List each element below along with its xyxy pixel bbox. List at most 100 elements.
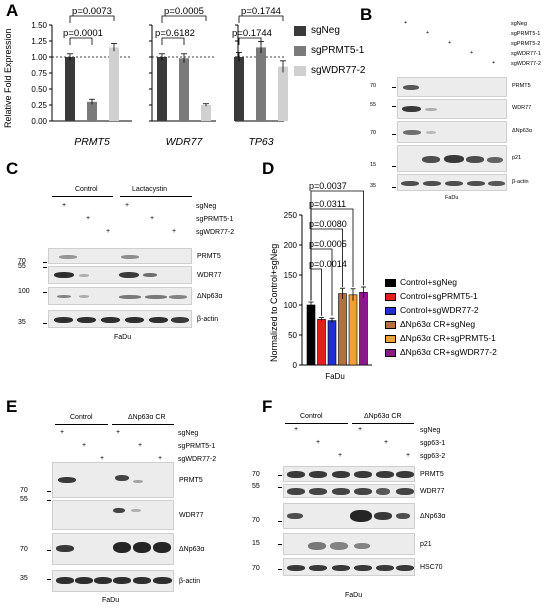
c-plus-sign: + (172, 228, 177, 235)
d-legend-label: ΔNp63α CR+sgNeg (400, 319, 476, 329)
e-plus-sign: + (60, 429, 65, 436)
c-band (57, 295, 71, 298)
a-y-tick-label: 0.00 (31, 117, 47, 126)
c-group-line (120, 196, 192, 197)
c-mw-marker: 55 (18, 263, 26, 270)
e-mw-marker: 35 (20, 575, 28, 582)
e-protein-label: ΔNp63α (179, 545, 205, 553)
f-band (309, 488, 327, 495)
a-bar (65, 57, 75, 121)
e-group-line (55, 424, 108, 425)
c-mw-tick (43, 266, 47, 268)
b-band (423, 181, 441, 186)
b-condition-label: sgPRMT5-1 (511, 31, 541, 37)
f-band (309, 565, 327, 571)
a-gene-label: PRMT5 (74, 136, 110, 148)
a-bracket-top (161, 15, 207, 23)
d-legend-label: Control+sgNeg (400, 277, 457, 287)
a-gene-label: TP63 (248, 136, 273, 148)
a-bracket-bottom (238, 37, 262, 45)
b-band (488, 181, 505, 186)
e-band (153, 577, 172, 584)
a-legend-swatch (294, 46, 306, 56)
d-legend-item: Control+sgPRMT5-1 (385, 292, 545, 304)
b-blot-strip (397, 77, 507, 97)
c-band (59, 255, 77, 259)
d-p-value: p=0.0311 (309, 199, 346, 209)
b-blot-strip (397, 174, 507, 191)
b-condition-label: sgWDR77-2 (511, 61, 541, 67)
a-legend-label: sgWDR77-2 (311, 65, 366, 76)
e-plus-sign: + (100, 455, 105, 462)
c-cell-line: FaDu (114, 334, 132, 341)
d-bar (306, 304, 316, 366)
b-blot-strip (397, 121, 507, 143)
b-condition-label: sgWDR77-1 (511, 51, 541, 57)
b-condition-label: sgNeg (511, 21, 527, 27)
e-group-line (112, 424, 174, 425)
d-legend-swatch (385, 279, 396, 287)
f-protein-label: PRMT5 (420, 470, 444, 478)
f-condition-label: sgp63-2 (420, 453, 446, 460)
b-mw-marker: 35 (370, 183, 377, 189)
c-protein-label: PRMT5 (197, 252, 221, 260)
f-group-label: Control (300, 413, 323, 420)
f-protein-label: WDR77 (420, 487, 445, 495)
e-blot-strip (52, 570, 174, 592)
f-band (396, 471, 414, 478)
c-mw-tick (43, 261, 47, 263)
c-plus-sign: + (106, 228, 111, 235)
c-condition-label: sgNeg (196, 203, 217, 210)
b-band (422, 156, 440, 163)
e-plus-sign: + (158, 455, 163, 462)
e-mw-tick (47, 499, 51, 501)
f-band (374, 512, 392, 520)
b-band (403, 130, 421, 135)
d-y-tick-label: 250 (284, 211, 298, 220)
f-plus-sign: + (406, 452, 411, 459)
d-legend-swatch (385, 293, 396, 301)
c-band (171, 317, 189, 323)
f-plus-sign: + (338, 452, 343, 459)
f-protein-label: HSC70 (420, 563, 443, 571)
panel-label-a: A (6, 1, 19, 20)
f-band (308, 542, 326, 550)
e-band (56, 577, 74, 584)
e-band (153, 542, 171, 553)
e-band (113, 577, 131, 584)
a-y-tick-label: 0.50 (31, 85, 47, 94)
b-plus-sign: + (404, 20, 408, 26)
e-band (56, 545, 74, 552)
f-band (330, 542, 348, 550)
f-plus-sign: + (316, 439, 321, 446)
d-p-value: p=0.0037 (309, 181, 347, 191)
c-protein-label: ΔNp63α (197, 292, 223, 300)
d-y-tick-label: 50 (288, 331, 297, 340)
f-band (332, 565, 350, 571)
f-protein-label: p21 (420, 540, 432, 548)
d-legend-label: ΔNp63α CR+sgPRMT5-1 (400, 333, 496, 343)
f-blot-strip (283, 484, 415, 498)
f-plus-sign: + (384, 439, 389, 446)
d-y-tick-label: 0 (293, 361, 298, 370)
a-bar (278, 66, 288, 121)
f-band (332, 488, 350, 495)
b-band (466, 156, 484, 163)
a-p-value-bottom: p=0.1744 (232, 28, 272, 39)
d-bar (359, 292, 368, 366)
a-bar (87, 101, 97, 121)
e-band (131, 509, 141, 512)
c-band (79, 274, 89, 277)
d-legend-item: ΔNp63α CR+sgWDR77-2 (385, 348, 545, 360)
a-gene-label: WDR77 (166, 136, 204, 148)
a-y-tick-label: 1.00 (31, 53, 47, 62)
e-cell-line: FaDu (102, 597, 120, 604)
d-bar (327, 320, 337, 366)
c-band (143, 273, 157, 277)
f-band (287, 471, 305, 478)
c-band (54, 272, 74, 278)
a-bar (109, 47, 119, 121)
b-plus-sign: + (470, 50, 474, 56)
panel-a-chart: 0.00 0.25 0.50 0.75 1.00 1.25 1.50 p=0.0073 p=0.… (31, 6, 288, 148)
f-condition-label: sgNeg (420, 427, 441, 434)
